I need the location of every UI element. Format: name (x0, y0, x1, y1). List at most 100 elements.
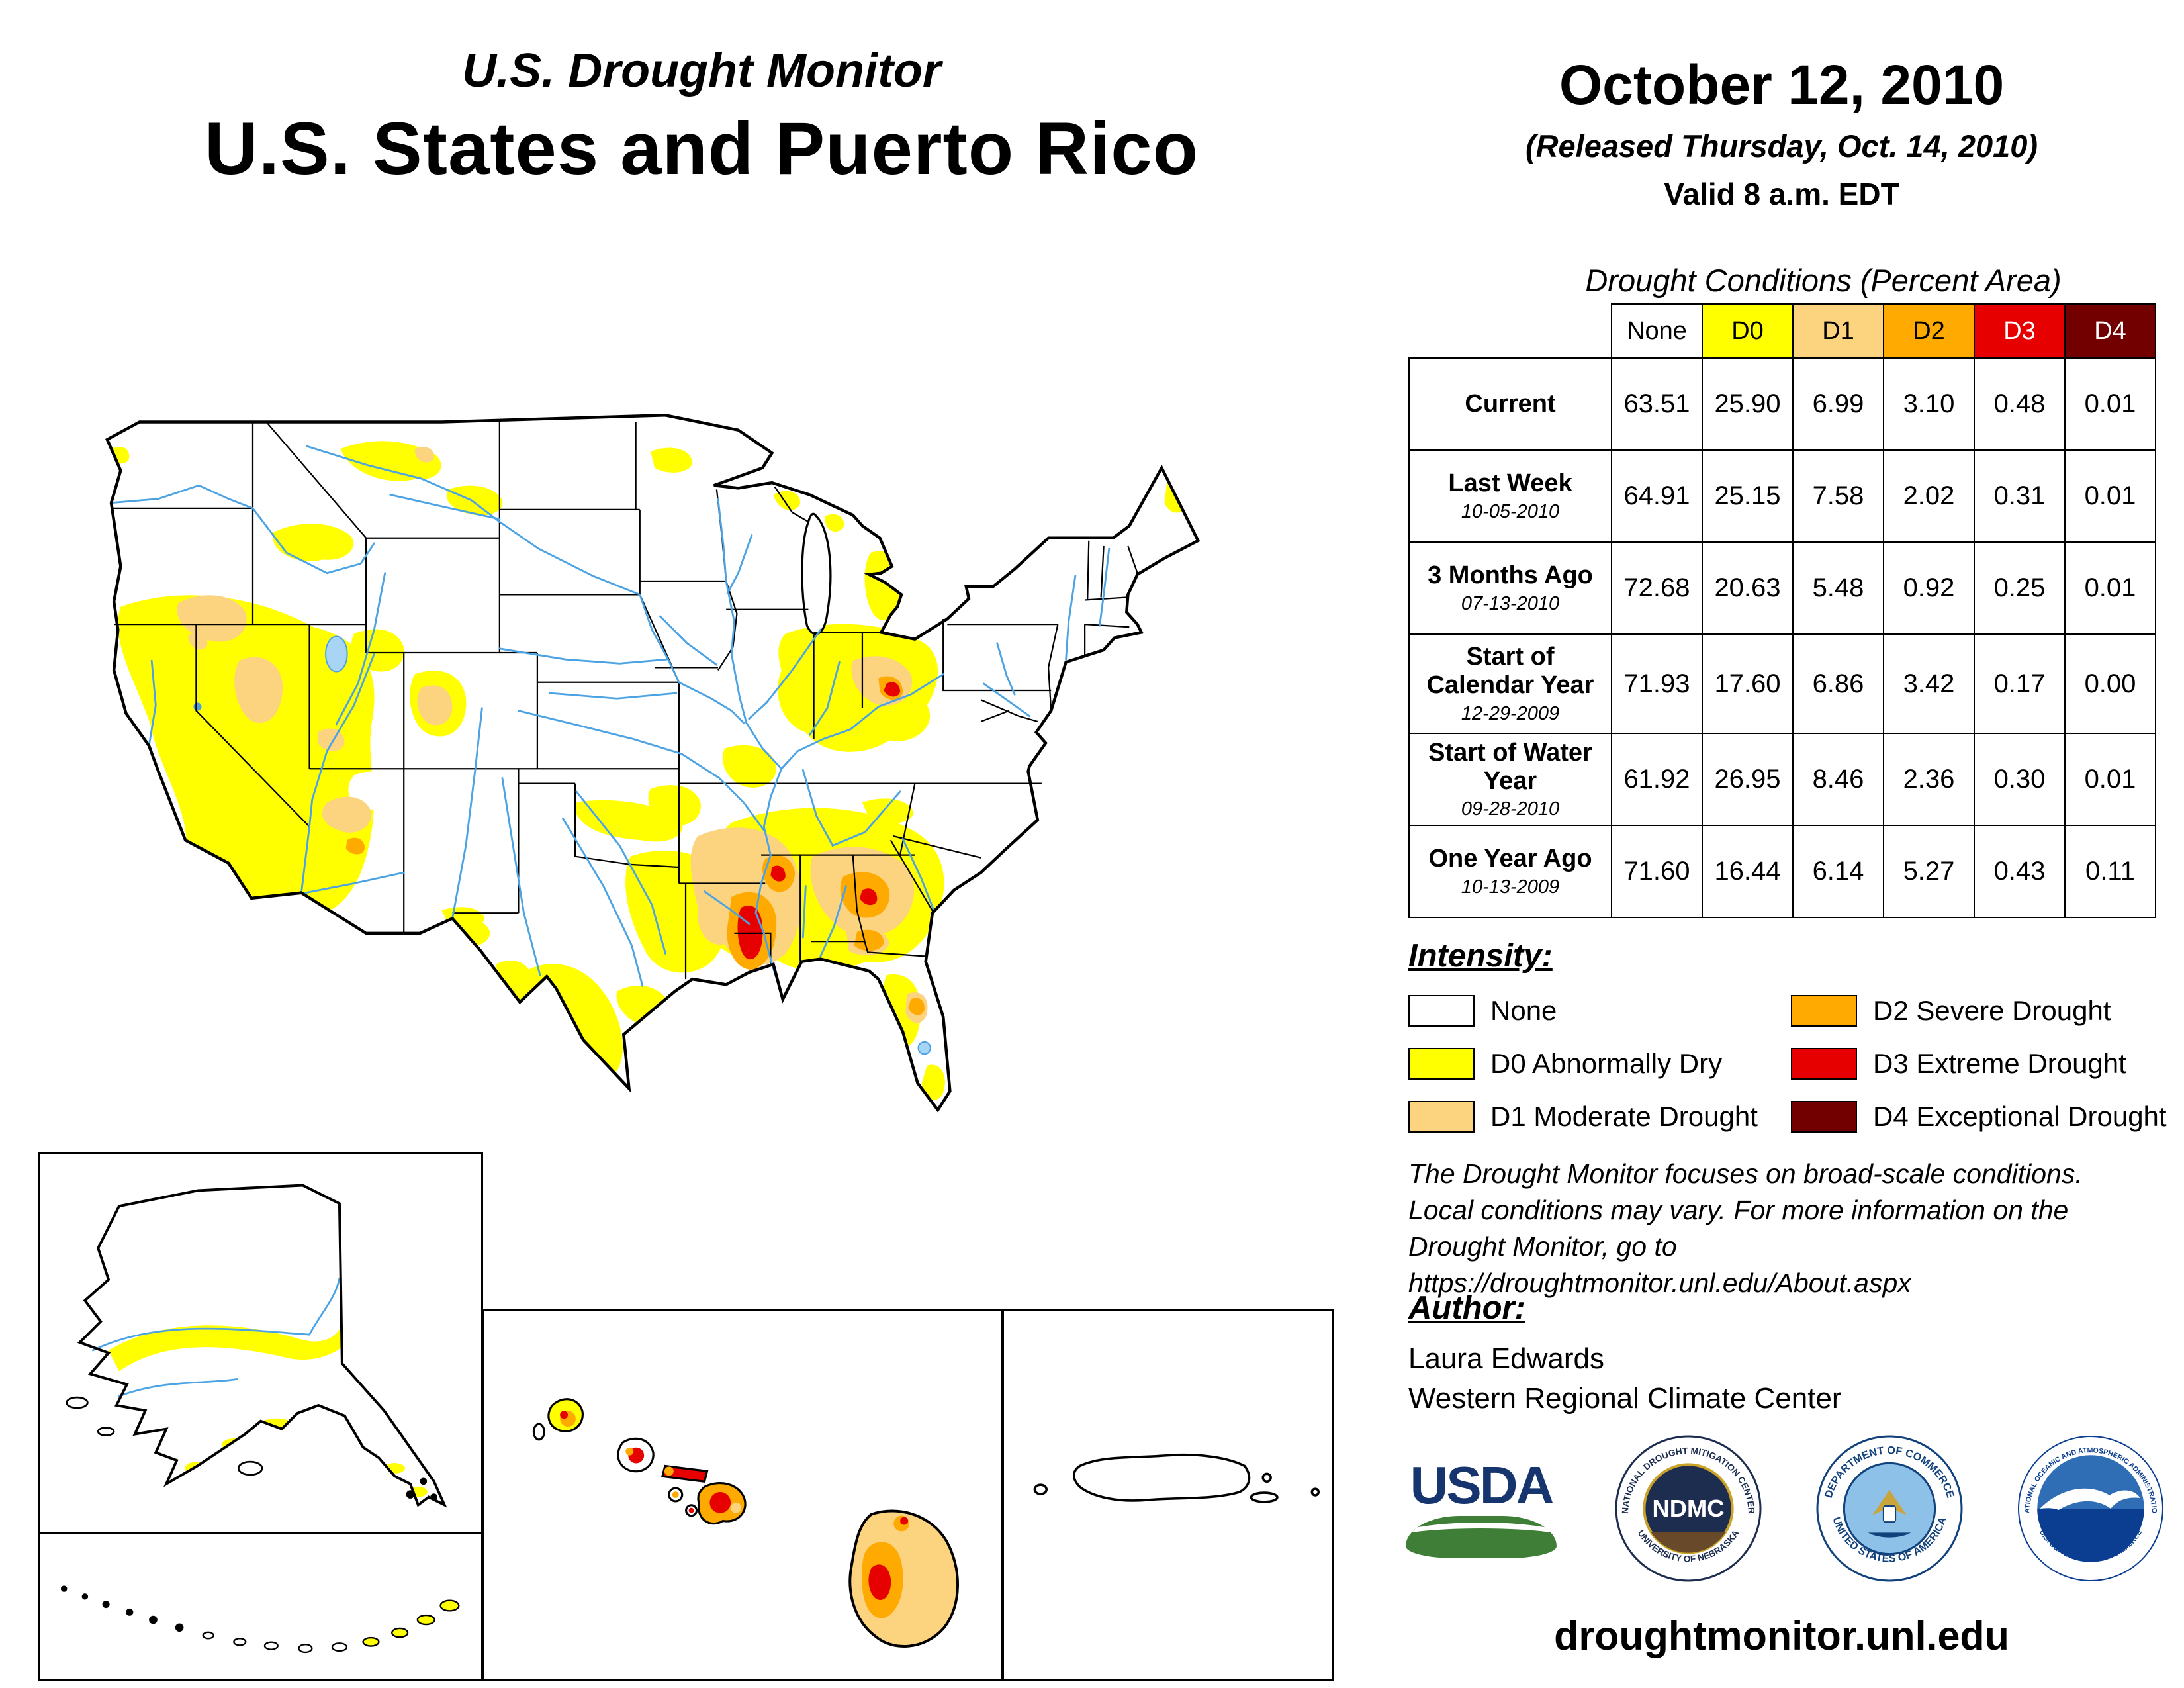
legend-label: D3 Extreme Drought (1873, 1048, 2126, 1079)
cell: 17.60 (1702, 633, 1794, 734)
ndmc-logo: NATIONAL DROUGHT MITIGATION CENTER UNIVE… (1615, 1435, 1762, 1582)
legend-label: D2 Severe Drought (1873, 995, 2111, 1026)
cell: 5.48 (1792, 541, 1884, 635)
lake-okeechobee (917, 1041, 931, 1055)
legend-swatch-d3 (1791, 1048, 1857, 1080)
cell: 0.17 (1974, 633, 2066, 734)
col-header-d2: D2 (1883, 303, 1975, 359)
hawaii-inset (482, 1309, 1003, 1681)
legend-swatch-d2 (1791, 995, 1857, 1027)
cell: 26.95 (1702, 733, 1794, 826)
usda-swoosh-icon (1406, 1516, 1557, 1558)
title-block: U.S. Drought Monitor U.S. States and Pue… (26, 44, 1377, 191)
cell: 6.99 (1792, 357, 1884, 451)
col-header-d1: D1 (1792, 303, 1884, 359)
row-label: Current (1465, 390, 1556, 418)
footer-url: droughtmonitor.unl.edu (1554, 1613, 2009, 1658)
author-org: Western Regional Climate Center (1408, 1382, 1842, 1415)
cell: 3.10 (1883, 357, 1975, 451)
cell: 71.93 (1611, 633, 1703, 734)
lake-tahoe (193, 702, 202, 711)
row-date: 07-13-2010 (1461, 592, 1560, 614)
logos-row: USDA NATIONAL DROUGHT MITIGATION CENTER … (1402, 1435, 2164, 1582)
row-label: Start of Water Year (1428, 738, 1592, 795)
row-label: Start of Calendar Year (1426, 643, 1594, 699)
legend-item-d4: D4 Exceptional Drought (1791, 1100, 2167, 1133)
cell: 0.01 (2064, 541, 2156, 635)
row-label: One Year Ago (1428, 845, 1592, 873)
cell: 0.01 (2064, 449, 2156, 543)
row-label: Last Week (1448, 469, 1572, 498)
legend-swatch-d1 (1408, 1101, 1475, 1133)
alaska-islands (66, 1396, 437, 1501)
col-header-d4: D4 (2064, 303, 2156, 359)
col-header-none: None (1611, 303, 1703, 359)
page-subtitle: U.S. Drought Monitor (462, 44, 941, 97)
table-row: 3 Months Ago 07-13-2010 72.68 20.63 5.48… (1408, 541, 2156, 635)
commerce-logo: DEPARTMENT OF COMMERCE UNITED STATES OF … (1816, 1435, 1963, 1582)
cell: 25.15 (1702, 449, 1794, 543)
cell: 0.30 (1974, 733, 2066, 826)
legend-item-d2: D2 Severe Drought (1791, 994, 2167, 1027)
cell: 2.02 (1883, 449, 1975, 543)
release-date: (Released Thursday, Oct. 14, 2010) (1525, 128, 2038, 164)
alaska-rivers (91, 1277, 341, 1397)
page-title: U.S. States and Puerto Rico (205, 107, 1199, 190)
disclaimer: The Drought Monitor focuses on broad-sca… (1408, 1156, 2184, 1301)
aleutian-islands (60, 1585, 460, 1654)
cell: 2.36 (1883, 733, 1975, 826)
alaska-outline (77, 1184, 447, 1508)
cell: 71.60 (1611, 825, 1703, 918)
puerto-rico-islands (1033, 1453, 1320, 1503)
cell: 0.01 (2064, 357, 2156, 451)
table-corner (1409, 304, 1612, 358)
great-salt-lake (325, 635, 348, 673)
cell: 20.63 (1702, 541, 1794, 635)
intensity-legend: Intensity: None D0 Abnormally Dry D1 Mod… (1408, 937, 2176, 1133)
table-row: Start of Water Year 09-28-2010 61.92 26.… (1408, 733, 2156, 826)
cell: 5.27 (1883, 825, 1975, 918)
conditions-table: None D0 D1 D2 D3 D4 Current 63.51 25.90 … (1408, 303, 2156, 918)
legend-item-d1: D1 Moderate Drought (1408, 1100, 1791, 1133)
report-date: October 12, 2010 (1559, 54, 2005, 116)
legend-label: D0 Abnormally Dry (1490, 1048, 1723, 1079)
cell: 0.01 (2064, 733, 2156, 826)
cell: 61.92 (1611, 733, 1703, 826)
row-date: 12-29-2009 (1461, 702, 1560, 724)
usda-logo-text: USDA (1410, 1456, 1555, 1515)
cell: 0.00 (2064, 633, 2156, 734)
cell: 72.68 (1611, 541, 1703, 635)
legend-item-d0: D0 Abnormally Dry (1408, 1047, 1791, 1080)
legend-swatch-d4 (1791, 1101, 1857, 1133)
usda-logo: USDA (1402, 1459, 1561, 1558)
row-label: 3 Months Ago (1428, 561, 1593, 590)
cell: 64.91 (1611, 449, 1703, 543)
state-borders (113, 421, 1138, 980)
cell: 0.43 (1974, 825, 2066, 918)
row-date: 10-05-2010 (1461, 500, 1560, 522)
eagle-icon (1868, 1489, 1911, 1538)
row-date: 09-28-2010 (1461, 798, 1560, 820)
table-row: One Year Ago 10-13-2009 71.60 16.44 6.14… (1408, 825, 2156, 918)
legend-swatch-none (1408, 995, 1475, 1027)
cell: 6.14 (1792, 825, 1884, 918)
col-header-d3: D3 (1974, 303, 2066, 359)
table-row: Current 63.51 25.90 6.99 3.10 0.48 0.01 (1408, 357, 2156, 451)
cell: 3.42 (1883, 633, 1975, 734)
row-date: 10-13-2009 (1461, 876, 1560, 898)
ndmc-logo-text: NDMC (1653, 1495, 1725, 1522)
hawaii-islands (532, 1398, 959, 1648)
table-row: Start of Calendar Year 12-29-2009 71.93 … (1408, 633, 2156, 734)
legend-label: D1 Moderate Drought (1490, 1101, 1758, 1132)
cell: 0.31 (1974, 449, 2066, 543)
author-heading: Author: (1408, 1290, 1525, 1326)
cell: 0.25 (1974, 541, 2066, 635)
noaa-logo: NATIONAL OCEANIC AND ATMOSPHERIC ADMINIS… (2017, 1435, 2163, 1581)
legend-item-none: None (1408, 994, 1791, 1027)
legend-label: D4 Exceptional Drought (1873, 1101, 2167, 1132)
cell: 25.90 (1702, 357, 1794, 451)
cell: 0.92 (1883, 541, 1975, 635)
seagull-icon (2040, 1488, 2140, 1511)
cell: 7.58 (1792, 449, 1884, 543)
alaska-inset (38, 1152, 483, 1534)
